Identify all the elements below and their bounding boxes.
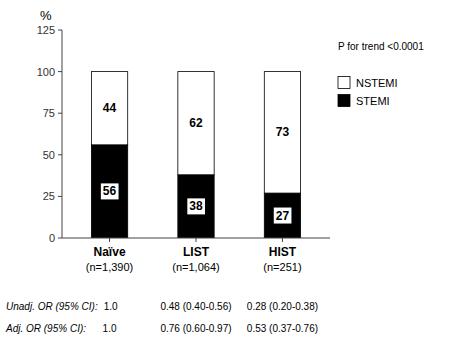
y-tick xyxy=(58,196,62,197)
y-axis xyxy=(62,30,63,238)
category-note: (n=1,064) xyxy=(172,261,219,273)
bar-segment xyxy=(264,72,300,193)
x-tick xyxy=(196,238,197,242)
y-tick-label: 125 xyxy=(37,24,55,36)
category-label: LIST xyxy=(183,245,210,259)
data-label: 38 xyxy=(189,199,203,213)
data-label: 73 xyxy=(276,125,290,139)
or-value: 0.53 (0.37-0.76) xyxy=(247,323,318,334)
legend-swatch xyxy=(338,95,350,107)
data-label: 27 xyxy=(276,209,290,223)
legend: NSTEMI STEMI xyxy=(338,77,398,107)
or-row-label: Adj. OR (95% CI): xyxy=(5,323,86,334)
or-row-label: Unadj. OR (95% CI): xyxy=(6,301,98,312)
category-note: (n=251) xyxy=(263,261,301,273)
or-value: 0.76 (0.60-0.97) xyxy=(160,323,231,334)
legend-swatch xyxy=(338,77,350,89)
x-tick xyxy=(282,238,283,242)
bars xyxy=(91,72,300,238)
legend-label: NSTEMI xyxy=(356,77,398,89)
y-tick-label: 0 xyxy=(49,232,55,244)
y-tick xyxy=(58,154,62,155)
category-note: (n=1,390) xyxy=(86,261,133,273)
y-tick xyxy=(58,71,62,72)
annotation: P for trend <0.0001 xyxy=(338,41,424,52)
bar-segment xyxy=(178,72,214,175)
bar-segment xyxy=(178,175,214,238)
chart: 56 38 27 44 62 73 0 25 50 75 100 125% Naïve (n=1,390)… xyxy=(0,0,457,359)
or-value: 0.48 (0.40-0.56) xyxy=(160,301,231,312)
y-tick xyxy=(58,30,62,31)
or-value: 1.0 xyxy=(104,301,118,312)
data-label: 56 xyxy=(103,184,117,198)
or-value: 0.28 (0.20-0.38) xyxy=(247,301,318,312)
data-label: 44 xyxy=(103,101,117,115)
y-axis-label: % xyxy=(40,8,52,23)
legend-label: STEMI xyxy=(356,95,390,107)
bar-segment xyxy=(91,145,127,238)
bar-segment xyxy=(264,193,300,238)
y-tick xyxy=(58,113,62,114)
y-tick-label: 50 xyxy=(43,149,55,161)
category-label: Naïve xyxy=(94,245,126,259)
y-tick-label: 25 xyxy=(43,190,55,202)
data-labels: 56 38 27 44 62 73 xyxy=(101,101,292,223)
x-tick xyxy=(109,238,110,242)
data-label-background xyxy=(274,208,292,224)
bar-segment xyxy=(91,72,127,145)
data-label-background xyxy=(101,183,119,199)
or-value: 1.0 xyxy=(103,323,117,334)
y-tick-label: 75 xyxy=(43,107,55,119)
data-label-background xyxy=(187,198,205,214)
data-label: 62 xyxy=(189,116,203,130)
y-tick xyxy=(58,238,62,239)
y-tick-label: 100 xyxy=(37,66,55,78)
category-label: HIST xyxy=(269,245,297,259)
